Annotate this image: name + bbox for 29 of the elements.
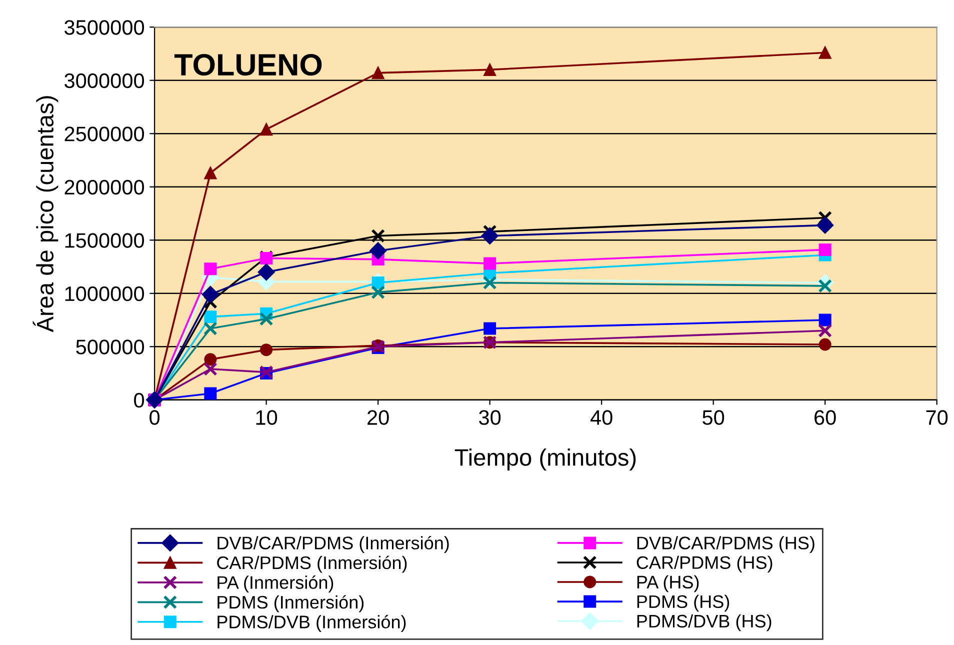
legend-label: PDMS/DVB (HS) [637,614,772,632]
y-tick-label: 1500000 [65,233,144,248]
x-tick-label: 40 [590,410,612,425]
x-tick-label: 10 [256,410,278,425]
y-tick-label: 3500000 [64,20,144,35]
x-tick-label: 30 [479,410,501,425]
x-axis-title: Tiempo (minutos) [454,448,636,470]
legend-label: PA (HS) [637,575,699,592]
text: TOLUENO [174,54,322,76]
y-tick-label: 1000000 [65,286,144,302]
y-tick-label: 3000000 [64,73,144,88]
legend-label: PDMS (HS) [637,594,730,612]
legend-label: DVB/CAR/PDMS (HS) [637,536,814,553]
x-tick-label: 20 [368,410,389,425]
x-tick-label: 70 [926,410,948,425]
y-tick-label: 0 [134,392,144,408]
legend-label: CAR/PDMS (HS) [636,556,772,573]
x-tick-label: 0 [150,410,160,425]
legend-label: CAR/PDMS (Inmersión) [217,556,407,573]
x-tick-label: 60 [814,410,836,425]
y-axis-title: Área de pico (cuentas) [32,96,58,332]
y-tick-label: 2000000 [64,180,144,195]
legend-label: PDMS (Inmersión) [218,595,364,612]
y-tick-label: 2500000 [64,126,144,142]
legend-label: DVB/CAR/PDMS (Inmersión) [218,536,449,553]
y-tick-label: 500000 [76,340,144,354]
x-tick-label: 50 [702,410,724,425]
legend-label: PA (Inmersión) [218,575,334,592]
legend-label: PDMS/DVB (Inmersión) [218,614,406,632]
